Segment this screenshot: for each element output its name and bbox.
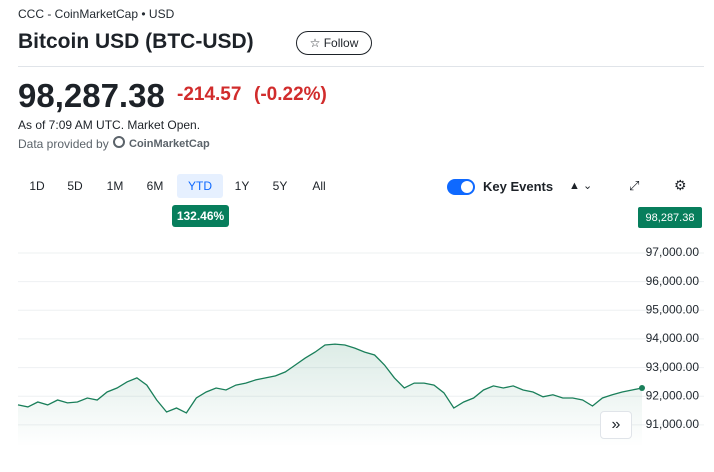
y-tick-label: 92,000.00 — [646, 388, 700, 402]
range-button[interactable]: YTD — [177, 174, 223, 198]
y-tick-label: 96,000.00 — [646, 274, 700, 288]
range-button[interactable]: 1D — [29, 179, 45, 193]
provider-icon — [113, 136, 125, 148]
y-tick-label: 95,000.00 — [646, 302, 700, 316]
scroll-button[interactable]: » — [600, 411, 632, 439]
range-button[interactable]: 6M — [146, 179, 164, 193]
y-tick-label: 97,000.00 — [646, 245, 700, 259]
range-button[interactable]: All — [312, 179, 326, 193]
range-button[interactable]: 5Y — [272, 179, 288, 193]
provider-label: Data provided by — [18, 137, 109, 151]
settings-icon[interactable]: ⚙ — [674, 177, 687, 193]
range-button[interactable]: 5D — [67, 179, 83, 193]
range-button[interactable]: 1M — [106, 179, 124, 193]
title: Bitcoin USD (BTC-USD) — [18, 30, 254, 53]
change-pct: (-0.22%) — [254, 84, 327, 105]
range-change: 132.46% — [172, 205, 229, 227]
breadcrumb: CCC - CoinMarketCap • USD — [18, 7, 175, 21]
range-button[interactable]: 1Y — [234, 179, 250, 193]
y-tick-label: 93,000.00 — [646, 360, 700, 374]
price: 98,287.38 — [18, 77, 165, 114]
separator — [18, 66, 704, 67]
y-tick-label: 94,000.00 — [646, 331, 700, 345]
follow-button[interactable]: ☆ Follow — [296, 31, 372, 55]
area — [18, 344, 642, 447]
toggle[interactable] — [447, 179, 475, 195]
price-badge — [638, 207, 702, 228]
fullscreen-icon[interactable]: ⤢ — [629, 178, 640, 193]
chart-type-menu[interactable]: ▲ ⌄ — [569, 180, 593, 192]
follow-label: Follow — [323, 36, 359, 50]
provider: CoinMarketCap — [129, 138, 210, 150]
change: -214.57 — [177, 84, 242, 105]
price-badge-label: 98,287.38 — [646, 212, 695, 224]
as-of: As of 7:09 AM UTC. Market Open. — [18, 118, 201, 132]
price-line — [17, 343, 643, 414]
key-events: Key Events — [483, 179, 554, 194]
y-tick-label: 91,000.00 — [646, 417, 700, 431]
last-point — [639, 384, 645, 391]
